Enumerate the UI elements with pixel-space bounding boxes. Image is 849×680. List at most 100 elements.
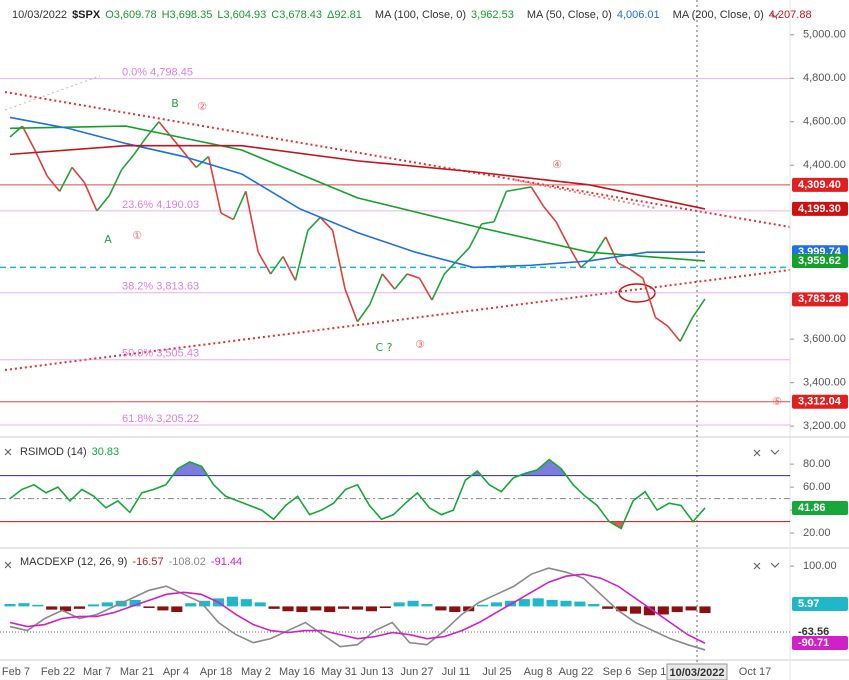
legend-text: L3,604.93 (217, 9, 266, 21)
histogram-bar (268, 606, 280, 609)
histogram-bar (101, 602, 113, 607)
x-tick-label: Apr 18 (200, 666, 232, 678)
axis-tag (792, 500, 848, 515)
histogram-bar (226, 596, 238, 607)
histogram-bar (560, 600, 572, 607)
y-tick-label: 60.00 (803, 481, 831, 493)
histogram-bar (477, 604, 489, 607)
series-line (9, 144, 706, 210)
price-segment (530, 186, 545, 207)
legend-text: -91.44 (211, 556, 242, 568)
x-tick-label: Sep 19 (638, 666, 673, 678)
close-icon[interactable] (4, 448, 761, 570)
histogram-bar (685, 606, 697, 611)
series-line (9, 116, 705, 269)
legend-text: 4,207.88 (769, 9, 812, 21)
histogram-bar (532, 598, 544, 607)
histogram-bar (546, 599, 558, 607)
price-segment (667, 325, 681, 342)
histogram-bar (407, 600, 419, 607)
x-tick-label: Sep 6 (603, 666, 632, 678)
histogram-bar (616, 606, 628, 612)
y-tick-label: 4,600.00 (803, 116, 846, 128)
histogram-bar (129, 599, 141, 607)
annotation: B (171, 97, 179, 110)
price-segment (21, 125, 36, 151)
x-tick-label: Mar 7 (83, 666, 111, 678)
series-line (9, 458, 706, 530)
axis-tag (792, 394, 848, 409)
histogram-bar (602, 606, 614, 609)
price-segment (493, 191, 508, 223)
price-segment (170, 136, 185, 153)
annotation: A (104, 233, 112, 246)
price-segment (245, 191, 259, 253)
histogram-bar (254, 602, 266, 607)
legend-text: Δ92.81 (327, 9, 362, 21)
legend-text: 4,006.01 (617, 9, 660, 21)
axis-tag (792, 597, 848, 612)
collapse-icon[interactable] (770, 12, 780, 568)
price-segment (654, 316, 669, 327)
histogram-bar (199, 600, 211, 607)
histogram-bar (699, 606, 711, 614)
x-tick-label: May 16 (279, 666, 315, 678)
y-tick-label: 4,400.00 (803, 159, 846, 171)
x-tick-label: Aug 8 (524, 666, 553, 678)
price-segment (121, 153, 135, 171)
histogram-bar (393, 602, 405, 607)
axis-tag-label: 3,312.04 (798, 396, 842, 408)
x-tick-label: Jul 25 (482, 666, 511, 678)
fib-anchor-line (4, 75, 101, 111)
axis-tag (792, 201, 848, 216)
axis-tag-label: 4,199.30 (798, 203, 841, 215)
price-segment (319, 216, 334, 232)
crosshair-label: 10/03/2022 (669, 667, 724, 679)
histogram-bar (240, 599, 252, 607)
x-tick-label: Feb 22 (41, 666, 75, 678)
axis-tag (792, 292, 848, 307)
histogram-bar (171, 606, 183, 613)
histogram-bar (435, 606, 447, 611)
histogram-bar (46, 606, 58, 610)
series-line (9, 567, 706, 651)
fib-label: 38.2% 3,813.63 (122, 281, 199, 293)
axis-tag-label: 5.97 (798, 598, 819, 610)
legend-text: RSIMOD (14) (20, 446, 87, 458)
price-segment (96, 195, 110, 212)
legend-text: -16.57 (132, 556, 163, 568)
axis-tag-label: -63.56 (798, 626, 829, 638)
price-segment (46, 175, 61, 192)
annotation: ① (132, 229, 142, 242)
legend-text: $SPX (72, 9, 101, 21)
price-segment (356, 303, 371, 323)
histogram-bar (351, 606, 364, 610)
histogram-bar (518, 599, 530, 607)
price-segment (567, 245, 582, 268)
lower-trendline (4, 269, 791, 371)
axis-tag (792, 253, 848, 268)
histogram-bar (324, 606, 336, 613)
legend-text: C3,678.43 (271, 9, 322, 21)
x-tick-label: Jul 11 (442, 666, 471, 678)
price-segment (344, 288, 359, 323)
x-tick-label: Jun 13 (360, 666, 393, 678)
axis-tag-label: -90.71 (798, 637, 829, 649)
fib-label: 0.0% 4,798.45 (122, 67, 193, 79)
axis-tag-label: 41.86 (798, 502, 826, 514)
annotation: ③ (415, 338, 425, 351)
legend-text: -108.02 (169, 556, 206, 568)
price-segment (642, 278, 657, 318)
price-segment (83, 182, 98, 212)
x-tick-label: Mar 21 (120, 666, 154, 678)
price-segment (369, 273, 384, 305)
fib-label: 23.6% 4,190.03 (122, 199, 199, 211)
price-segment (679, 317, 694, 342)
price-segment (406, 273, 420, 280)
price-segment (617, 262, 631, 271)
price-segment (394, 273, 408, 290)
histogram-bar (629, 606, 642, 614)
legend-text: MA (100, Close, 0) (375, 9, 466, 21)
